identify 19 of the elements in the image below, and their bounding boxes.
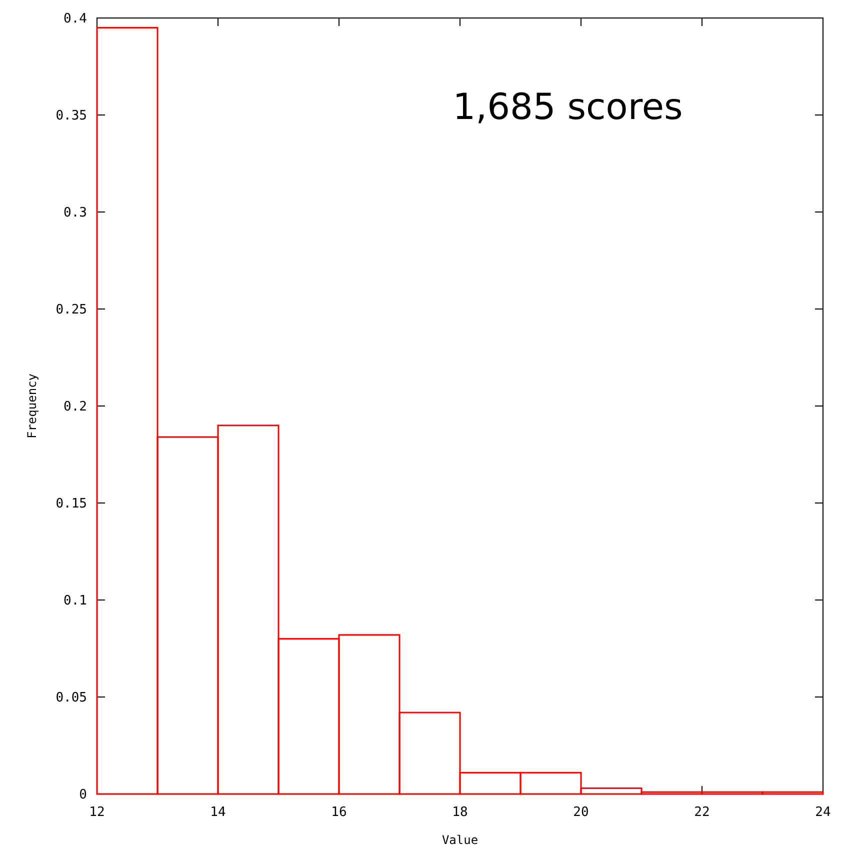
y-axis-title: Frequency — [25, 373, 39, 439]
x-tick-label: 18 — [452, 805, 468, 820]
y-tick-label: 0.15 — [56, 496, 87, 512]
x-tick-label: 14 — [210, 805, 226, 820]
y-tick-label: 0.1 — [64, 594, 87, 609]
y-tick-label: 0.2 — [64, 400, 87, 415]
x-tick-label: 24 — [815, 805, 831, 820]
x-axis-title: Value — [442, 833, 478, 847]
y-tick-label: 0.25 — [56, 302, 87, 318]
y-tick-label: 0 — [79, 788, 87, 803]
x-tick-label: 16 — [331, 805, 347, 820]
y-tick-label: 0.3 — [64, 206, 87, 221]
y-tick-label: 0.35 — [56, 108, 87, 124]
y-tick-label: 0.4 — [64, 12, 88, 27]
x-tick-label: 22 — [694, 805, 710, 820]
annotation: 1,685 scores — [452, 86, 683, 128]
y-tick-label: 0.05 — [56, 690, 87, 706]
x-tick-label: 20 — [573, 805, 589, 820]
x-tick-label: 12 — [89, 805, 105, 820]
